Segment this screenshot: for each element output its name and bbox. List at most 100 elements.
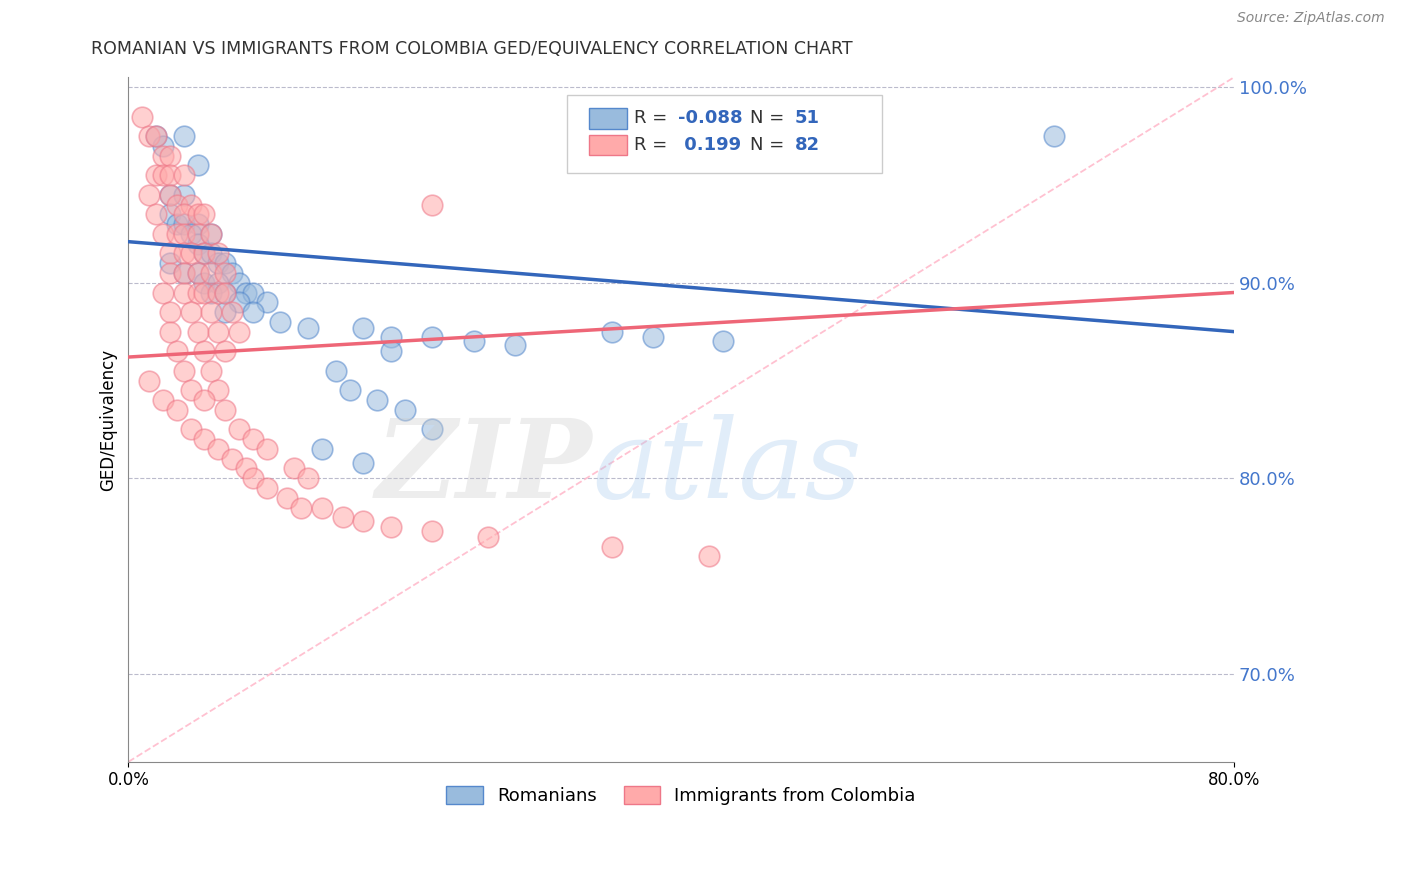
Point [193, 432, 215, 446]
Point [228, 276, 250, 290]
Point [200, 285, 222, 300]
Point [600, 325, 623, 339]
Point [173, 168, 195, 182]
Point [159, 168, 181, 182]
Point [200, 266, 222, 280]
Point [187, 227, 209, 241]
Point [477, 530, 499, 544]
Point [187, 285, 209, 300]
Point [207, 285, 229, 300]
Point [138, 374, 160, 388]
Point [339, 384, 361, 398]
Point [463, 334, 485, 349]
Point [283, 461, 305, 475]
Point [332, 510, 354, 524]
Point [173, 187, 195, 202]
Point [173, 217, 195, 231]
Point [380, 344, 402, 359]
Point [159, 148, 181, 162]
Point [131, 110, 153, 124]
Point [214, 344, 236, 359]
Point [180, 227, 202, 241]
Point [166, 402, 188, 417]
Point [422, 330, 444, 344]
Point [152, 139, 174, 153]
Point [352, 456, 374, 470]
Point [352, 320, 374, 334]
Point [187, 158, 209, 172]
Point [600, 540, 623, 554]
Text: 51: 51 [794, 110, 820, 128]
Point [173, 129, 195, 144]
Point [207, 442, 229, 456]
Point [180, 246, 202, 260]
Point [180, 305, 202, 319]
Point [173, 246, 195, 260]
Text: ZIP: ZIP [375, 414, 593, 521]
Point [207, 246, 229, 260]
Point [297, 471, 319, 485]
Point [187, 325, 209, 339]
Point [366, 392, 388, 407]
Point [214, 285, 236, 300]
Point [187, 266, 209, 280]
Point [290, 500, 312, 515]
Point [180, 422, 202, 436]
Point [173, 266, 195, 280]
Point [207, 256, 229, 270]
Point [214, 285, 236, 300]
Text: R =: R = [634, 110, 672, 128]
Point [242, 471, 264, 485]
Point [138, 129, 160, 144]
Point [159, 187, 181, 202]
Point [145, 129, 167, 144]
Point [200, 305, 222, 319]
Point [173, 285, 195, 300]
Text: ROMANIAN VS IMMIGRANTS FROM COLOMBIA GED/EQUIVALENCY CORRELATION CHART: ROMANIAN VS IMMIGRANTS FROM COLOMBIA GED… [91, 40, 853, 58]
Point [159, 246, 181, 260]
Point [256, 481, 278, 495]
Point [173, 227, 195, 241]
Point [173, 364, 195, 378]
Point [159, 305, 181, 319]
Point [242, 432, 264, 446]
Point [180, 384, 202, 398]
Point [228, 295, 250, 310]
Point [228, 325, 250, 339]
Point [214, 266, 236, 280]
Point [276, 491, 298, 505]
Point [159, 325, 181, 339]
Y-axis label: GED/Equivalency: GED/Equivalency [100, 349, 117, 491]
FancyBboxPatch shape [589, 108, 627, 128]
Text: -0.088: -0.088 [678, 110, 742, 128]
Point [242, 285, 264, 300]
Point [422, 524, 444, 538]
Point [711, 334, 734, 349]
Point [145, 207, 167, 221]
Point [187, 217, 209, 231]
Point [221, 266, 243, 280]
Text: R =: R = [634, 136, 672, 154]
Point [193, 285, 215, 300]
Point [193, 344, 215, 359]
Point [380, 520, 402, 534]
Point [152, 227, 174, 241]
Point [187, 266, 209, 280]
Point [152, 148, 174, 162]
Point [256, 295, 278, 310]
Point [166, 344, 188, 359]
Point [193, 207, 215, 221]
Point [325, 364, 347, 378]
Point [180, 197, 202, 211]
Point [200, 364, 222, 378]
Point [643, 330, 665, 344]
Text: 0.199: 0.199 [678, 136, 741, 154]
Point [166, 197, 188, 211]
Point [207, 384, 229, 398]
Point [242, 305, 264, 319]
Point [256, 442, 278, 456]
Point [193, 246, 215, 260]
Text: 82: 82 [794, 136, 820, 154]
Point [145, 168, 167, 182]
Point [187, 236, 209, 251]
